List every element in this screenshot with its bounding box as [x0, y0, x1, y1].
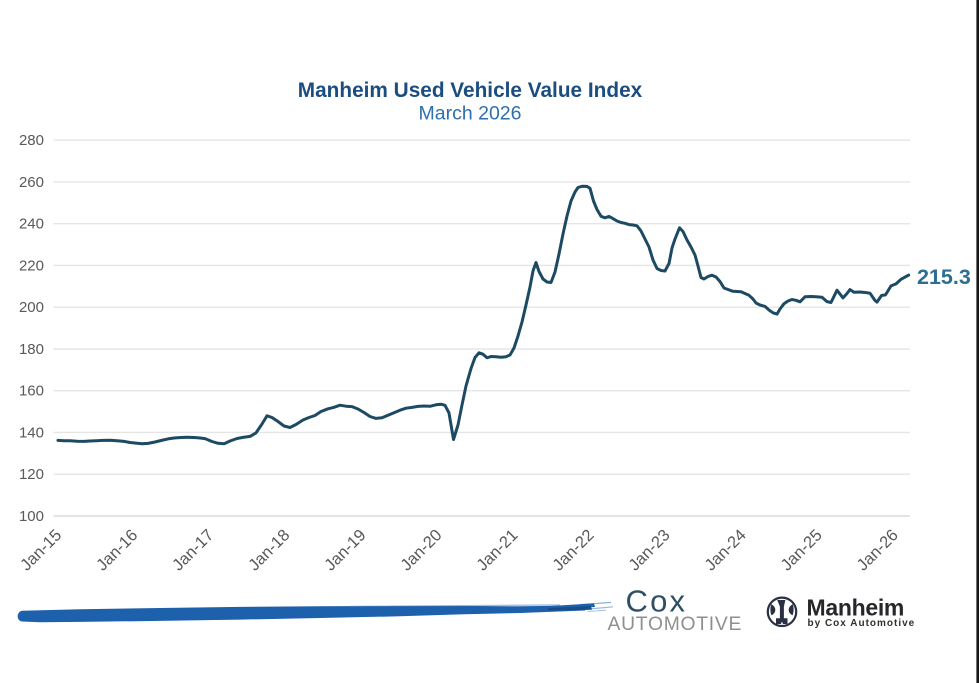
svg-text:Jan-16: Jan-16	[93, 526, 141, 574]
svg-text:215.3: 215.3	[917, 265, 971, 289]
svg-text:Jan-22: Jan-22	[549, 526, 597, 574]
svg-text:Jan-26: Jan-26	[853, 526, 901, 574]
svg-text:220: 220	[19, 257, 44, 274]
svg-text:Manheim Used Vehicle Value Ind: Manheim Used Vehicle Value Index	[298, 79, 643, 102]
svg-text:AUTOMOTIVE: AUTOMOTIVE	[608, 614, 743, 635]
svg-text:120: 120	[19, 466, 44, 483]
svg-text:Jan-21: Jan-21	[473, 526, 521, 574]
svg-text:260: 260	[19, 174, 44, 191]
svg-text:Jan-15: Jan-15	[17, 526, 65, 574]
svg-text:Jan-18: Jan-18	[245, 526, 293, 574]
svg-text:140: 140	[19, 424, 44, 441]
svg-text:180: 180	[19, 341, 44, 358]
svg-text:Jan-17: Jan-17	[169, 526, 217, 574]
svg-text:200: 200	[19, 299, 44, 316]
svg-text:Jan-19: Jan-19	[321, 526, 369, 574]
svg-text:Jan-23: Jan-23	[625, 526, 673, 574]
svg-text:Cox: Cox	[626, 584, 688, 619]
svg-text:240: 240	[19, 216, 44, 233]
svg-text:Manheim: Manheim	[807, 595, 905, 621]
svg-text:Jan-24: Jan-24	[701, 526, 749, 574]
svg-text:160: 160	[19, 383, 44, 400]
svg-text:280: 280	[19, 132, 44, 149]
svg-text:100: 100	[19, 508, 44, 525]
svg-text:Jan-25: Jan-25	[777, 526, 825, 574]
svg-text:March 2026: March 2026	[419, 103, 522, 125]
svg-text:Jan-20: Jan-20	[397, 526, 445, 574]
svg-text:by Cox Automotive: by Cox Automotive	[808, 618, 916, 629]
